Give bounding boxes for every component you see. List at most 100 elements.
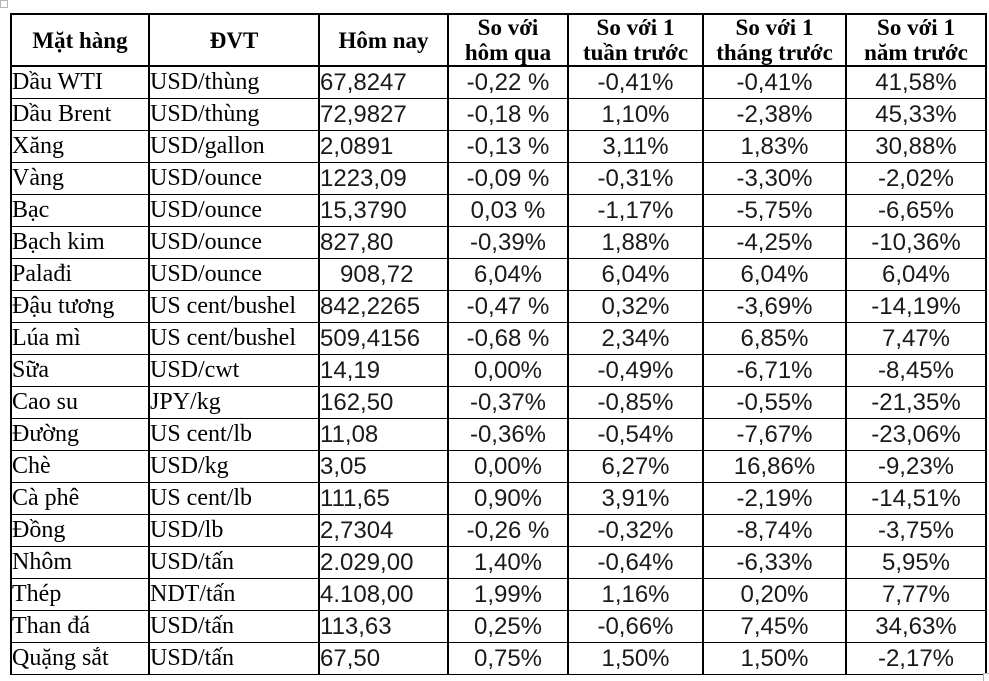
table-row: Bạch kim USD/ounce 827,80 -0,39% 1,88% -4,25%… — [10, 226, 987, 259]
cell-name: Xăng — [10, 130, 150, 163]
cell-vs_week: 1,50% — [567, 642, 704, 675]
table-row: Bạc USD/ounce 15,3790 0,03 % -1,17% -5,75% -6,… — [10, 194, 987, 227]
header-vs-year: So với 1 năm trước — [845, 13, 987, 67]
cell-unit: USD/tấn — [148, 610, 320, 643]
cell-vs_month: -0,41% — [702, 65, 847, 99]
cell-vs_year: -21,35% — [845, 386, 987, 419]
cell-unit: USD/cwt — [148, 354, 320, 387]
cell-today: 111,65 — [318, 482, 449, 515]
cell-vs_year: -6,65% — [845, 194, 987, 227]
cell-vs_week: 6,27% — [567, 450, 704, 483]
cell-vs_week: -0,31% — [567, 162, 704, 195]
cell-unit: USD/gallon — [148, 130, 320, 163]
header-dvt: ĐVT — [148, 13, 320, 67]
cell-vs_week: 2,34% — [567, 322, 704, 355]
cell-vs_month: -8,74% — [702, 514, 847, 547]
cell-vs_day: 0,75% — [447, 642, 569, 675]
cell-vs_week: 0,32% — [567, 290, 704, 323]
header-hom-nay: Hôm nay — [318, 13, 449, 67]
table-row: Xăng USD/gallon 2,0891 -0,13 % 3,11% 1,83% 30,… — [10, 130, 987, 163]
cell-vs_week: -0,54% — [567, 418, 704, 451]
cell-vs_year: -2,02% — [845, 162, 987, 195]
cell-vs_month: 16,86% — [702, 450, 847, 483]
cell-vs_week: 1,88% — [567, 226, 704, 259]
cell-name: Palađi — [10, 258, 150, 291]
cell-today: 908,72 — [318, 258, 449, 291]
cell-unit: USD/ounce — [148, 162, 320, 195]
cell-name: Lúa mì — [10, 322, 150, 355]
cell-vs_week: -0,32% — [567, 514, 704, 547]
cell-vs_day: -0,09 % — [447, 162, 569, 195]
cell-today: 67,8247 — [318, 65, 449, 99]
cell-vs_month: -6,33% — [702, 546, 847, 579]
cell-vs_day: -0,36% — [447, 418, 569, 451]
cell-vs_month: 1,83% — [702, 130, 847, 163]
table-row: Quặng sắt USD/tấn 67,50 0,75% 1,50% 1,50% -2,1… — [10, 642, 987, 675]
cell-vs_year: -23,06% — [845, 418, 987, 451]
cell-vs_month: -5,75% — [702, 194, 847, 227]
table-row: Cà phê US cent/lb 111,65 0,90% 3,91% -2,19% -1… — [10, 482, 987, 515]
cell-vs_year: 45,33% — [845, 98, 987, 131]
cell-name: Đậu tương — [10, 290, 150, 323]
cell-today: 2,7304 — [318, 514, 449, 547]
header-row: Mặt hàng ĐVT Hôm nay So với hôm qua So v… — [10, 13, 987, 67]
cell-today: 15,3790 — [318, 194, 449, 227]
cell-name: Quặng sắt — [10, 642, 150, 675]
cell-vs_day: -0,68 % — [447, 322, 569, 355]
cell-vs_day: -0,18 % — [447, 98, 569, 131]
table-row: Sữa USD/cwt 14,19 0,00% -0,49% -6,71% -8,45% — [10, 354, 987, 387]
table-row: Than đá USD/tấn 113,63 0,25% -0,66% 7,45% 34,6… — [10, 610, 987, 643]
table-row: Lúa mì US cent/bushel 509,4156 -0,68 % 2,34%… — [10, 322, 987, 355]
cell-vs_day: -0,39% — [447, 226, 569, 259]
cell-unit: USD/ounce — [148, 226, 320, 259]
cell-today: 509,4156 — [318, 322, 449, 355]
cell-today: 827,80 — [318, 226, 449, 259]
cell-vs_month: -3,30% — [702, 162, 847, 195]
cell-vs_month: -2,19% — [702, 482, 847, 515]
cell-name: Dầu Brent — [10, 98, 150, 131]
cell-name: Vàng — [10, 162, 150, 195]
cell-vs_day: -0,26 % — [447, 514, 569, 547]
cell-unit: US cent/bushel — [148, 290, 320, 323]
cell-vs_week: 3,11% — [567, 130, 704, 163]
cell-vs_year: 34,63% — [845, 610, 987, 643]
cell-vs_year: -9,23% — [845, 450, 987, 483]
cell-unit: USD/lb — [148, 514, 320, 547]
cell-unit: US cent/bushel — [148, 322, 320, 355]
cell-unit: NDT/tấn — [148, 578, 320, 611]
cell-vs_year: 5,95% — [845, 546, 987, 579]
cell-vs_week: -0,64% — [567, 546, 704, 579]
header-vs-week: So với 1 tuần trước — [567, 13, 704, 67]
table-row: Đồng USD/lb 2,7304 -0,26 % -0,32% -8,74% -3,75… — [10, 514, 987, 547]
cell-vs_year: 7,47% — [845, 322, 987, 355]
cell-vs_year: 30,88% — [845, 130, 987, 163]
cell-vs_day: 1,99% — [447, 578, 569, 611]
cell-vs_week: -0,49% — [567, 354, 704, 387]
cell-vs_day: -0,47 % — [447, 290, 569, 323]
table-row: Thép NDT/tấn 4.108,00 1,99% 1,16% 0,20% 7,77% — [10, 578, 987, 611]
cell-name: Cà phê — [10, 482, 150, 515]
cell-unit: USD/kg — [148, 450, 320, 483]
cell-vs_week: 3,91% — [567, 482, 704, 515]
cell-vs_month: 7,45% — [702, 610, 847, 643]
cell-vs_month: -2,38% — [702, 98, 847, 131]
cell-name: Đồng — [10, 514, 150, 547]
cell-name: Sữa — [10, 354, 150, 387]
cell-vs_week: 1,16% — [567, 578, 704, 611]
header-vs-day: So với hôm qua — [447, 13, 569, 67]
cell-today: 14,19 — [318, 354, 449, 387]
cell-vs_year: 41,58% — [845, 65, 987, 99]
cell-today: 4.108,00 — [318, 578, 449, 611]
cell-vs_month: 1,50% — [702, 642, 847, 675]
cell-name: Dầu WTI — [10, 65, 150, 99]
cell-vs_week: -0,41% — [567, 65, 704, 99]
cell-name: Chè — [10, 450, 150, 483]
header-vs-month: So với 1 tháng trước — [702, 13, 847, 67]
cell-vs_day: 1,40% — [447, 546, 569, 579]
table-row: Dầu Brent USD/thùng 72,9827 -0,18 % 1,10% -2,… — [10, 98, 987, 131]
cell-vs_month: -0,55% — [702, 386, 847, 419]
cell-name: Than đá — [10, 610, 150, 643]
cell-unit: US cent/lb — [148, 418, 320, 451]
cell-today: 11,08 — [318, 418, 449, 451]
cell-vs_month: -7,67% — [702, 418, 847, 451]
